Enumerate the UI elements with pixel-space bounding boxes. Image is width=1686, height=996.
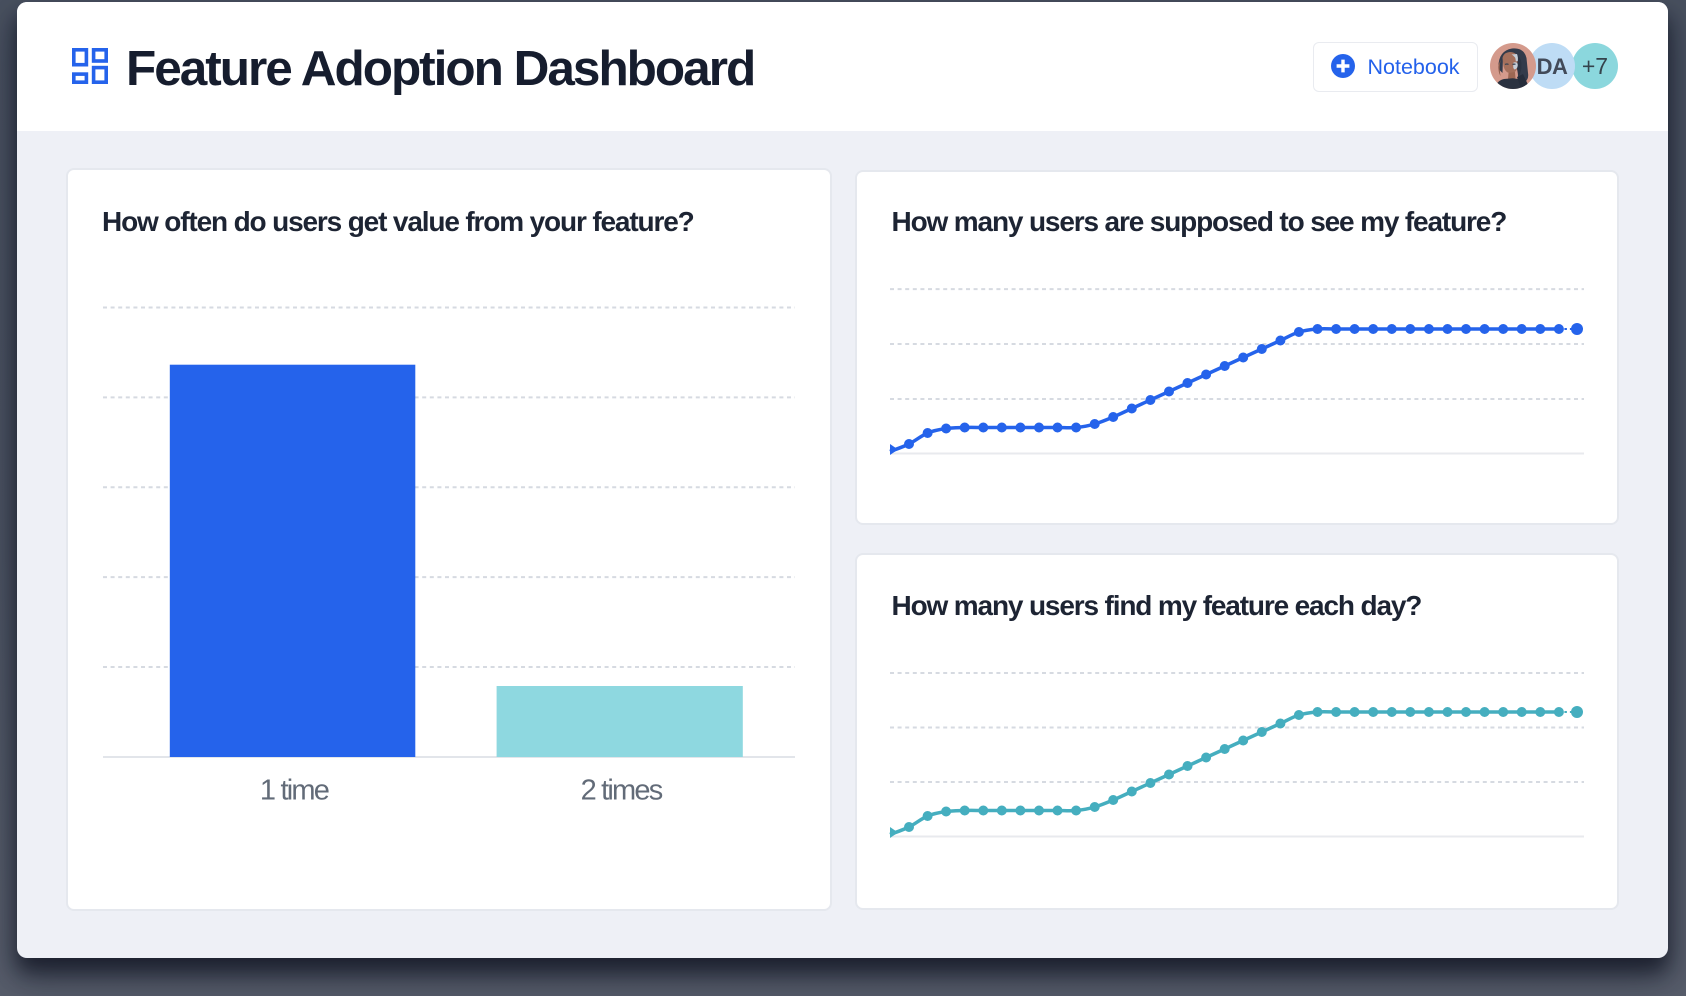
svg-text:1 time: 1 time [260,775,329,807]
svg-text:2 times: 2 times [581,775,663,807]
